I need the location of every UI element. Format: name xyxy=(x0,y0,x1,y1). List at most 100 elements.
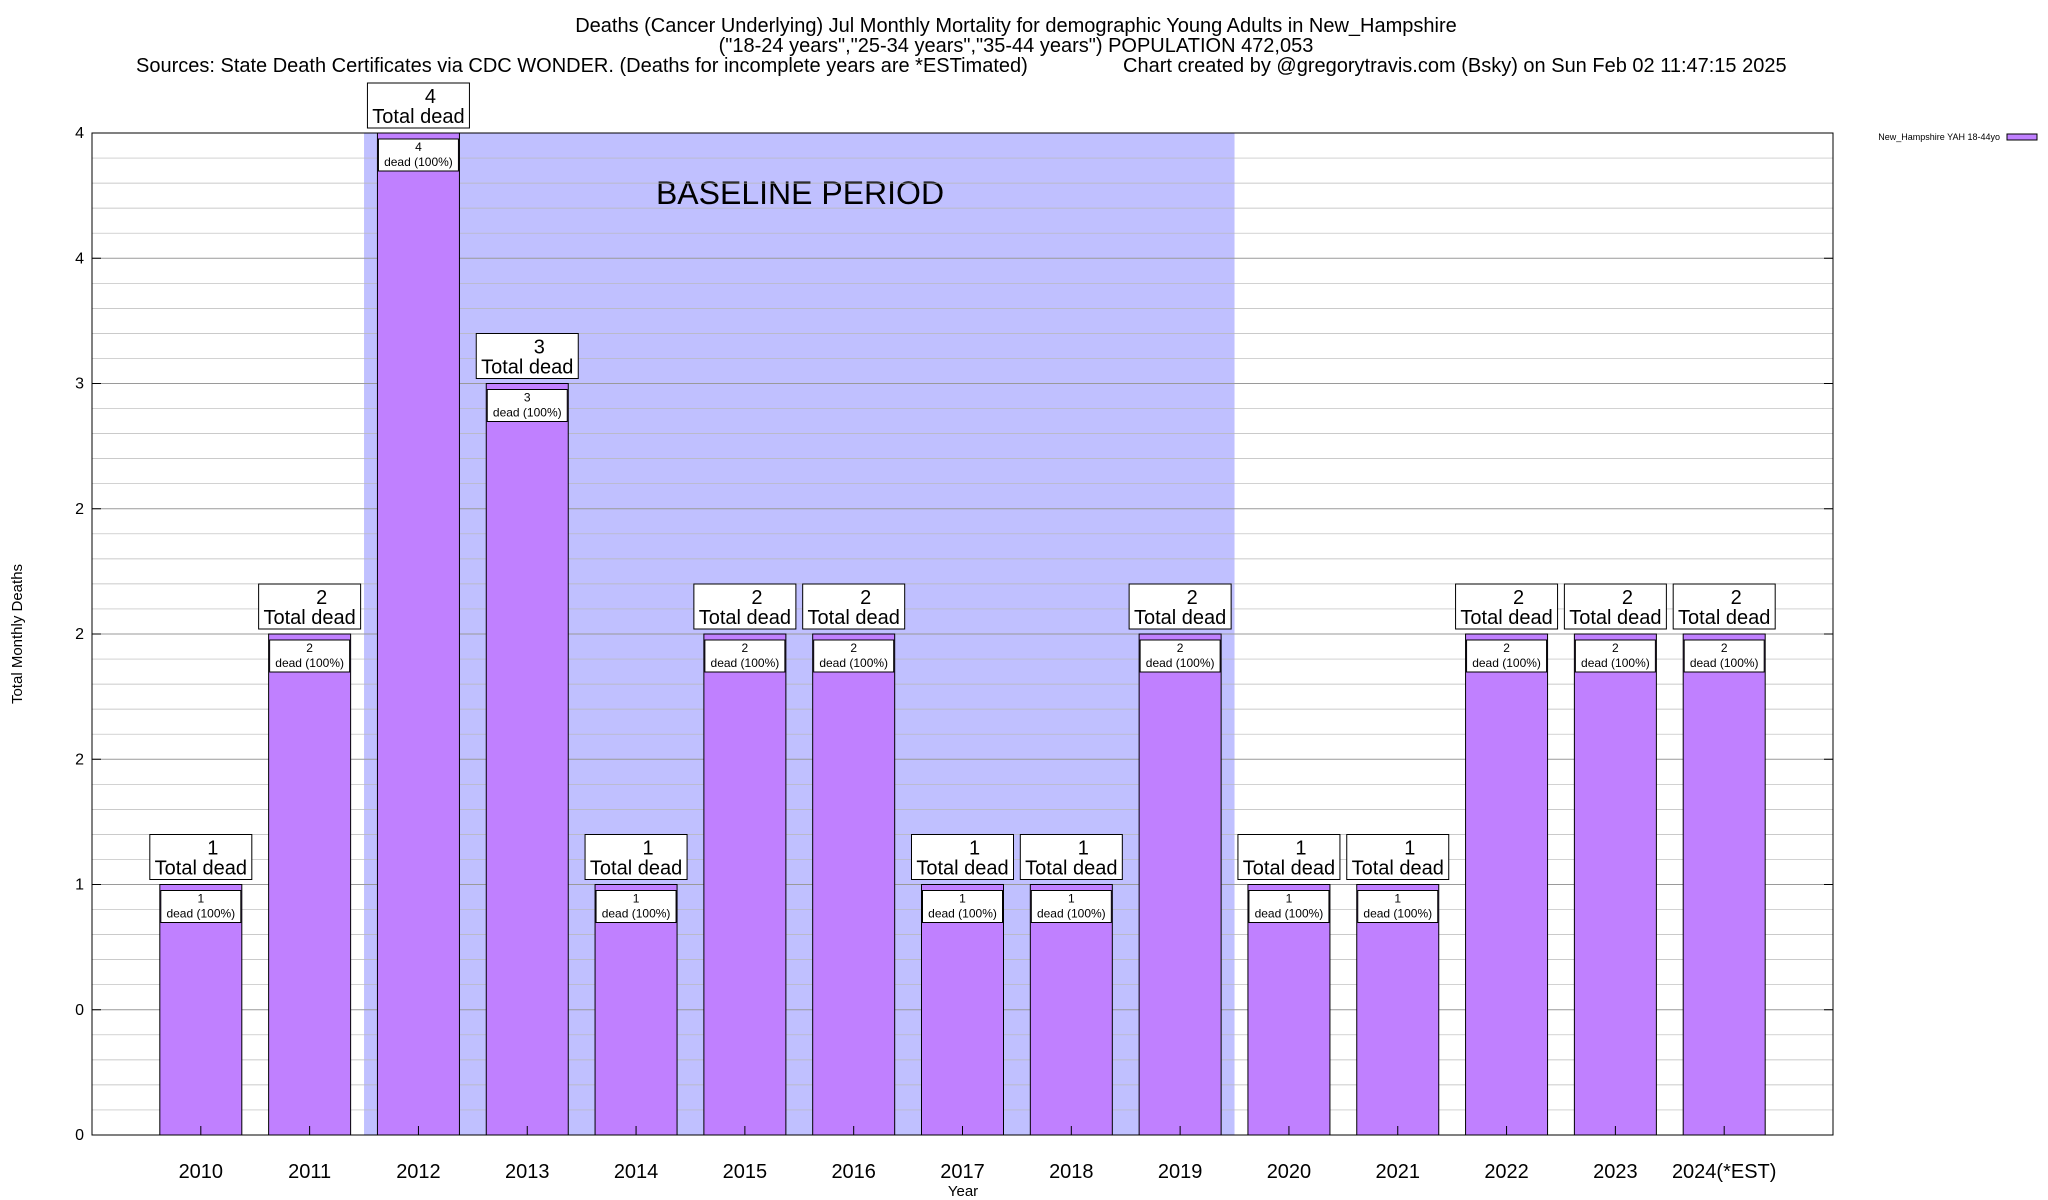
total-dead-label: Total dead xyxy=(1569,607,1661,629)
bar-value-label: 2 xyxy=(1721,641,1728,655)
total-label-box xyxy=(258,583,362,630)
total-label-box xyxy=(802,583,906,630)
total-value-label: 2 xyxy=(316,587,327,609)
bar xyxy=(159,884,243,1136)
bar xyxy=(268,633,352,1136)
bar xyxy=(812,633,896,1136)
bar-value-label: 1 xyxy=(197,892,204,906)
total-label-box xyxy=(1128,583,1232,630)
x-tick-label: 2021 xyxy=(1376,1161,1421,1183)
total-dead-label: Total dead xyxy=(699,607,791,629)
baseline-label: BASELINE PERIOD xyxy=(656,175,944,211)
bar-value-box xyxy=(595,890,677,923)
bar-value-label: 1 xyxy=(1394,892,1401,906)
total-dead-label: Total dead xyxy=(1460,607,1552,629)
bar-value-label: 2 xyxy=(742,641,749,655)
total-value-label: 3 xyxy=(534,337,545,359)
total-value-label: 2 xyxy=(1622,587,1633,609)
bar-value-box xyxy=(704,639,786,673)
y-tick-label: 2 xyxy=(75,626,84,643)
bar-percent-label: dead (100%) xyxy=(1255,907,1324,921)
chart-header: Deaths (Cancer Underlying) Jul Monthly M… xyxy=(136,15,1787,77)
total-dead-label: Total dead xyxy=(1025,858,1117,880)
plot-frame xyxy=(91,132,1834,1136)
bar-value-label: 3 xyxy=(524,391,531,405)
bar-percent-label: dead (100%) xyxy=(275,656,344,670)
total-label-box xyxy=(1672,583,1776,630)
total-value-label: 1 xyxy=(1295,838,1306,860)
x-tick-label: 2024(*EST) xyxy=(1672,1161,1777,1183)
bar xyxy=(921,884,1004,1136)
x-tick-label: 2010 xyxy=(179,1161,224,1183)
bar-value-box xyxy=(377,138,459,172)
total-label-box xyxy=(1346,834,1450,880)
x-tick-label: 2016 xyxy=(831,1161,876,1183)
total-label-box xyxy=(1455,583,1559,630)
total-dead-label: Total dead xyxy=(1352,858,1444,880)
x-tick-label: 2023 xyxy=(1593,1161,1638,1183)
bar-percent-label: dead (100%) xyxy=(711,656,780,670)
bar xyxy=(1465,633,1549,1136)
bar-percent-label: dead (100%) xyxy=(1690,656,1759,670)
chart-title-line-1: Deaths (Cancer Underlying) Jul Monthly M… xyxy=(575,15,1457,37)
bar-value-box xyxy=(1030,890,1112,923)
bar-percent-label: dead (100%) xyxy=(1581,656,1650,670)
bar-value-label: 4 xyxy=(415,140,422,154)
x-axis-label: Year xyxy=(948,1183,978,1200)
x-tick-label: 2011 xyxy=(288,1161,331,1183)
total-value-label: 2 xyxy=(860,587,871,609)
y-tick-label: 0 xyxy=(75,1002,84,1019)
x-tick-label: 2019 xyxy=(1158,1161,1203,1183)
x-tick-label: 2017 xyxy=(940,1161,985,1183)
y-tick-label: 3 xyxy=(75,376,84,393)
total-label-box xyxy=(693,583,797,630)
x-tick-label: 2013 xyxy=(505,1161,550,1183)
bar xyxy=(1138,633,1222,1136)
bar-percent-label: dead (100%) xyxy=(819,656,888,670)
total-value-label: 2 xyxy=(1513,587,1524,609)
legend: New_Hampshire YAH 18-44yo xyxy=(1878,132,2038,142)
x-axis-ticks: 2010 2011 2012 2013 2014 2015 2016 2017 2018 2019… xyxy=(179,1126,1777,1183)
x-tick-label: 2012 xyxy=(396,1161,441,1183)
bar xyxy=(1029,884,1113,1136)
bar-value-box xyxy=(486,389,568,422)
y-axis-label: Total Monthly Deaths xyxy=(9,564,26,704)
total-label-box xyxy=(1563,583,1667,630)
bar-percent-label: dead (100%) xyxy=(384,155,453,169)
y-tick-label: 4 xyxy=(75,125,84,142)
y-tick-label: 2 xyxy=(75,501,84,518)
total-label-box xyxy=(584,834,688,880)
total-dead-label: Total dead xyxy=(590,858,682,880)
y-tick-label: 0 xyxy=(75,1127,84,1144)
bar-value-label: 1 xyxy=(1068,892,1075,906)
x-tick-label: 2020 xyxy=(1267,1161,1312,1183)
bar xyxy=(594,884,678,1136)
bar-value-label: 1 xyxy=(1286,892,1293,906)
chart-credit: Chart created by @gregorytravis.com (Bsk… xyxy=(1123,55,1787,77)
bar-value-box xyxy=(1139,639,1221,673)
bar-percent-label: dead (100%) xyxy=(1363,907,1432,921)
bar-value-label: 2 xyxy=(306,641,313,655)
y-tick-label: 2 xyxy=(75,751,84,768)
bar-value-label: 2 xyxy=(1177,641,1184,655)
bar-value-label: 1 xyxy=(959,892,966,906)
bar-value-box xyxy=(1574,639,1656,673)
legend-label: New_Hampshire YAH 18-44yo xyxy=(1878,132,2000,142)
total-label-box xyxy=(149,834,253,880)
bar-value-box xyxy=(813,639,895,673)
bar-value-box xyxy=(1248,890,1330,923)
total-value-label: 1 xyxy=(207,838,218,860)
bar-percent-label: dead (100%) xyxy=(602,907,671,921)
total-label-box xyxy=(366,82,470,129)
x-tick-label: 2014 xyxy=(614,1161,659,1183)
bar xyxy=(485,383,569,1136)
total-dead-label: Total dead xyxy=(808,607,900,629)
bar xyxy=(1247,884,1331,1136)
total-dead-label: Total dead xyxy=(1134,607,1226,629)
bar xyxy=(1682,633,1766,1136)
bar-value-label: 2 xyxy=(1503,641,1510,655)
bar-value-box xyxy=(922,890,1003,923)
bar-percent-label: dead (100%) xyxy=(166,907,235,921)
